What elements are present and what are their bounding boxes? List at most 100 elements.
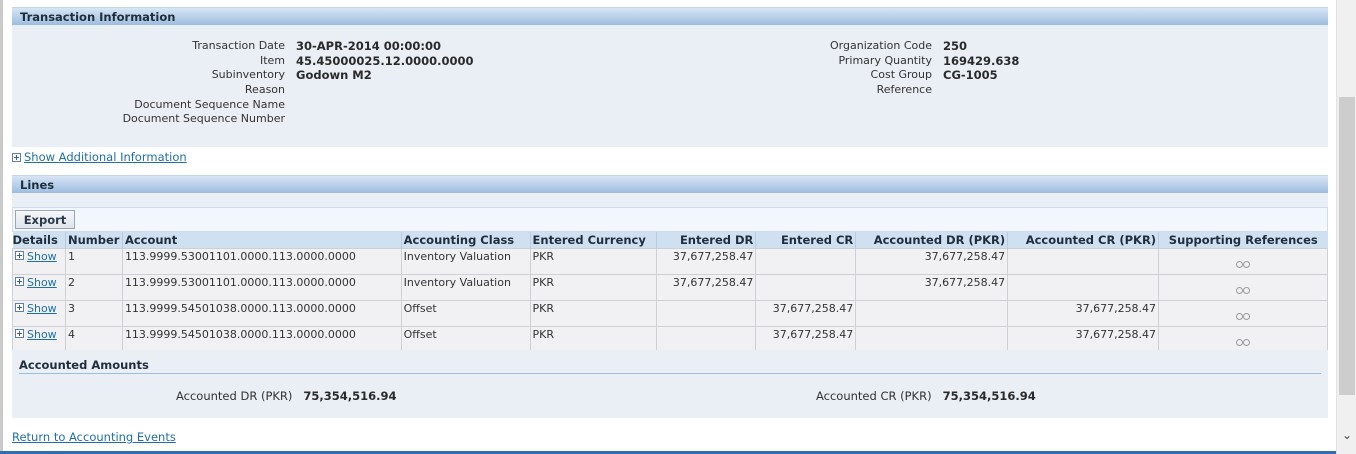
field-label: Reason xyxy=(244,83,285,97)
supporting-references-cell[interactable] xyxy=(1158,325,1328,353)
entered-cr-cell xyxy=(755,273,857,301)
number-cell: 2 xyxy=(64,273,123,301)
field-value: 30-APR-2014 00:00:00 xyxy=(296,39,441,53)
column-header-supporting-references: Supporting References xyxy=(1158,232,1328,248)
column-header-accounted-dr: Accounted DR (PKR) xyxy=(855,232,1008,248)
entered-cr-cell: 37,677,258.47 xyxy=(755,325,857,353)
lines-table: Details Number Account Accounting Class … xyxy=(12,232,1328,353)
column-header-account: Account xyxy=(121,232,402,248)
glasses-icon[interactable] xyxy=(1236,312,1251,320)
scrollbar-thumb[interactable] xyxy=(1339,97,1355,395)
field-reference: Reference xyxy=(12,83,1019,98)
entered-dr-cell xyxy=(656,299,757,327)
bottom-border xyxy=(0,451,1336,454)
export-button[interactable]: Export xyxy=(15,210,75,229)
table-row: Show 2 113.9999.53001101.0000.113.0000.0… xyxy=(12,273,1328,301)
field-organization-code: Organization Code 250 xyxy=(12,39,1019,54)
accounted-cr-cell xyxy=(1007,273,1160,301)
expand-plus-icon[interactable] xyxy=(12,152,21,162)
column-header-accounting-class: Accounting Class xyxy=(400,232,531,248)
table-row: Show 4 113.9999.54501038.0000.113.0000.0… xyxy=(12,325,1328,353)
entered-dr-cell: 37,677,258.47 xyxy=(656,273,757,301)
column-header-entered-cr: Entered CR xyxy=(755,232,856,248)
accounted-cr-label: Accounted CR (PKR) xyxy=(816,389,932,403)
field-label: Primary Quantity xyxy=(838,53,932,67)
field-value: 45.45000025.12.0000.0000 xyxy=(296,53,474,68)
accounted-cr-total: Accounted CR (PKR) 75,354,516.94 xyxy=(816,389,1036,403)
entered-dr-cell xyxy=(656,325,757,353)
entered-cr-cell xyxy=(755,247,857,275)
entered-cr-cell: 37,677,258.47 xyxy=(755,299,857,327)
return-to-accounting-events-link[interactable]: Return to Accounting Events xyxy=(12,430,176,444)
field-cost-group: Cost Group CG-1005 xyxy=(12,68,1019,83)
field-label: Subinventory xyxy=(211,68,285,82)
entered-currency-cell: PKR xyxy=(529,273,658,301)
accounted-dr-total: Accounted DR (PKR) 75,354,516.94 xyxy=(176,389,397,403)
show-additional-information[interactable]: Show Additional Information xyxy=(12,150,187,164)
account-cell: 113.9999.53001101.0000.113.0000.0000 xyxy=(121,273,402,301)
supporting-references-cell[interactable] xyxy=(1158,273,1328,301)
lines-header: Lines xyxy=(12,175,1328,193)
accounted-amounts-divider xyxy=(19,373,1321,374)
show-additional-information-link[interactable]: Show Additional Information xyxy=(24,150,187,164)
field-value xyxy=(285,98,296,113)
expand-plus-icon[interactable] xyxy=(15,302,24,312)
transaction-information-panel: Transaction Date 30-APR-2014 00:00:00 Ite… xyxy=(12,25,1328,147)
field-value: 250 xyxy=(943,39,968,53)
accounted-dr-label: Accounted DR (PKR) xyxy=(176,389,293,403)
field-document-sequence-number: Document Sequence Number xyxy=(12,112,474,127)
accounted-amounts-panel: Accounted Amounts Accounted DR (PKR) 75,… xyxy=(12,350,1328,418)
entered-currency-cell: PKR xyxy=(529,247,658,275)
entered-dr-cell: 37,677,258.47 xyxy=(656,247,757,275)
field-label: Cost Group xyxy=(870,68,932,82)
accounted-dr-cell xyxy=(855,299,1009,327)
details-cell[interactable]: Show xyxy=(12,325,66,353)
account-cell: 113.9999.53001101.0000.113.0000.0000 xyxy=(121,247,402,275)
field-label: Document Sequence Number xyxy=(122,112,285,126)
accounted-cr-cell xyxy=(1007,247,1160,275)
account-cell: 113.9999.54501038.0000.113.0000.0000 xyxy=(121,299,402,327)
number-cell: 4 xyxy=(64,325,123,353)
show-details-link[interactable]: Show xyxy=(27,275,57,289)
glasses-icon[interactable] xyxy=(1236,260,1251,268)
number-cell: 3 xyxy=(64,299,123,327)
supporting-references-cell[interactable] xyxy=(1158,299,1328,327)
details-cell[interactable]: Show xyxy=(12,273,66,301)
show-details-link[interactable]: Show xyxy=(27,301,57,315)
details-cell[interactable]: Show xyxy=(12,247,66,275)
field-reason: Reason xyxy=(12,83,474,98)
expand-plus-icon[interactable] xyxy=(15,250,24,260)
field-value: Godown M2 xyxy=(296,68,372,83)
accounting-class-cell: Inventory Valuation xyxy=(400,273,531,301)
details-cell[interactable]: Show xyxy=(12,299,66,327)
accounted-dr-value: 75,354,516.94 xyxy=(303,389,397,403)
field-label: Item xyxy=(259,53,285,67)
expand-plus-icon[interactable] xyxy=(15,328,24,338)
field-value xyxy=(285,112,296,127)
field-value: 169429.638 xyxy=(943,53,1020,68)
column-header-number: Number xyxy=(64,232,123,248)
transaction-left-fields: Transaction Date 30-APR-2014 00:00:00 Ite… xyxy=(12,39,474,127)
glasses-icon[interactable] xyxy=(1236,338,1251,346)
scroll-down-chevron-icon[interactable]: ⌄ xyxy=(1341,428,1353,442)
show-details-link[interactable]: Show xyxy=(27,249,57,263)
accounting-class-cell: Offset xyxy=(400,325,531,353)
show-details-link[interactable]: Show xyxy=(27,327,57,341)
table-row: Show 3 113.9999.54501038.0000.113.0000.0… xyxy=(12,299,1328,327)
field-value: CG-1005 xyxy=(943,68,998,83)
field-subinventory: Subinventory Godown M2 xyxy=(12,68,474,83)
accounted-cr-cell: 37,677,258.47 xyxy=(1007,299,1160,327)
field-label: Organization Code xyxy=(830,39,932,52)
accounted-cr-value: 75,354,516.94 xyxy=(942,389,1036,403)
accounted-dr-cell: 37,677,258.47 xyxy=(855,247,1009,275)
glasses-icon[interactable] xyxy=(1236,286,1251,294)
column-header-entered-currency: Entered Currency xyxy=(529,232,657,248)
field-primary-quantity: Primary Quantity 169429.638 xyxy=(12,54,1019,69)
window-left-border xyxy=(0,0,3,454)
entered-currency-cell: PKR xyxy=(529,325,658,353)
vertical-scrollbar[interactable]: ⌄ xyxy=(1336,0,1356,454)
field-document-sequence-name: Document Sequence Name xyxy=(12,98,474,113)
number-cell: 1 xyxy=(64,247,123,275)
supporting-references-cell[interactable] xyxy=(1158,247,1328,275)
expand-plus-icon[interactable] xyxy=(15,276,24,286)
